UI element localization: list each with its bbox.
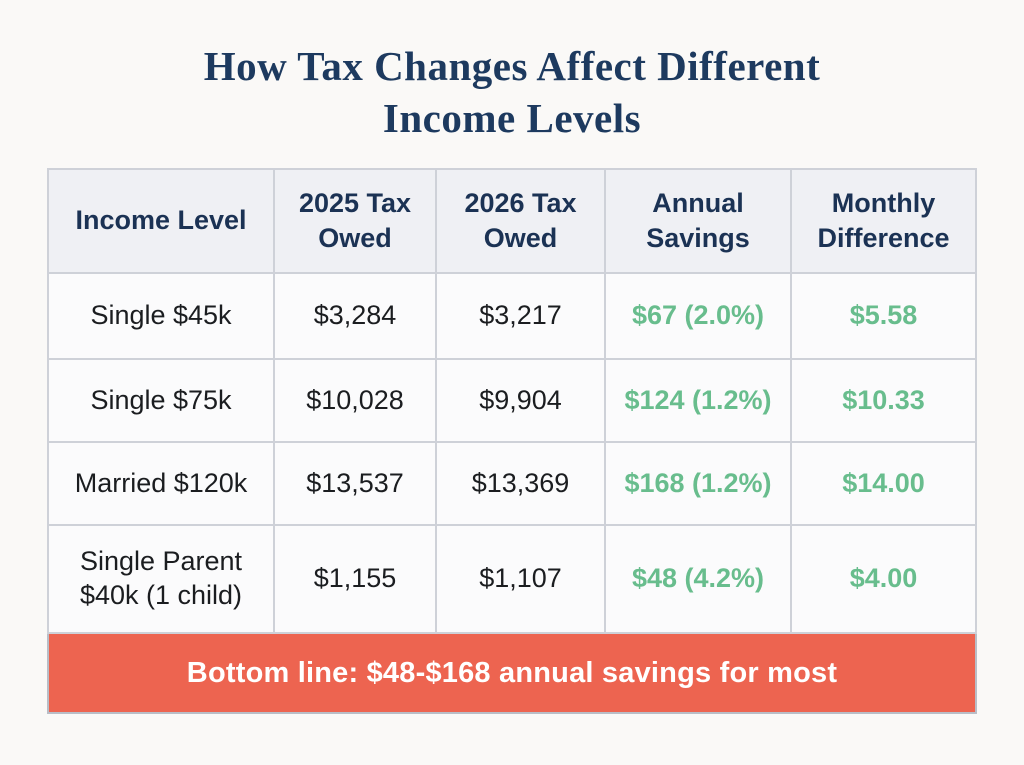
cell-tax-2026: $3,217 [435, 272, 606, 360]
cell-monthly-difference: $4.00 [790, 524, 977, 634]
table-row-single-45k: Single $45k $3,284 $3,217 $67 (2.0%) $5.… [47, 272, 977, 360]
cell-monthly-difference: $10.33 [790, 358, 977, 443]
cell-tax-2025: $10,028 [273, 358, 437, 443]
column-header-2026-tax-owed: 2026 Tax Owed [435, 168, 606, 274]
column-header-income-level: Income Level [47, 168, 275, 274]
cell-income-level: Single Parent $40k (1 child) [47, 524, 275, 634]
column-header-monthly-difference: Monthly Difference [790, 168, 977, 274]
cell-income-level: Married $120k [47, 441, 275, 526]
cell-tax-2025: $13,537 [273, 441, 437, 526]
cell-monthly-difference: $14.00 [790, 441, 977, 526]
bottom-line-banner: Bottom line: $48-$168 annual savings for… [47, 632, 977, 714]
table-footer: Bottom line: $48-$168 annual savings for… [47, 632, 977, 714]
table-body: Single $45k $3,284 $3,217 $67 (2.0%) $5.… [47, 272, 977, 634]
page-title: How Tax Changes Affect Different Income … [203, 43, 821, 142]
table-row-single-parent-40k: Single Parent $40k (1 child) $1,155 $1,1… [47, 524, 977, 634]
tax-comparison-table-container: Income Level 2025 Tax Owed 2026 Tax Owed… [47, 168, 977, 714]
column-header-annual-savings: Annual Savings [604, 168, 792, 274]
table-row-married-120k: Married $120k $13,537 $13,369 $168 (1.2%… [47, 441, 977, 526]
tax-comparison-table: Income Level 2025 Tax Owed 2026 Tax Owed… [47, 168, 977, 714]
cell-annual-savings: $48 (4.2%) [604, 524, 792, 634]
cell-tax-2025: $3,284 [273, 272, 437, 360]
cell-income-level: Single $75k [47, 358, 275, 443]
cell-annual-savings: $168 (1.2%) [604, 441, 792, 526]
cell-annual-savings: $124 (1.2%) [604, 358, 792, 443]
header-row: Income Level 2025 Tax Owed 2026 Tax Owed… [47, 168, 977, 274]
cell-income-level: Single $45k [47, 272, 275, 360]
cell-tax-2026: $9,904 [435, 358, 606, 443]
table-row-single-75k: Single $75k $10,028 $9,904 $124 (1.2%) $… [47, 358, 977, 443]
column-header-2025-tax-owed: 2025 Tax Owed [273, 168, 437, 274]
cell-tax-2026: $13,369 [435, 441, 606, 526]
cell-tax-2025: $1,155 [273, 524, 437, 634]
cell-annual-savings: $67 (2.0%) [604, 272, 792, 360]
table-header: Income Level 2025 Tax Owed 2026 Tax Owed… [47, 168, 977, 274]
cell-tax-2026: $1,107 [435, 524, 606, 634]
cell-monthly-difference: $5.58 [790, 272, 977, 360]
bottom-line-banner-row: Bottom line: $48-$168 annual savings for… [47, 632, 977, 714]
